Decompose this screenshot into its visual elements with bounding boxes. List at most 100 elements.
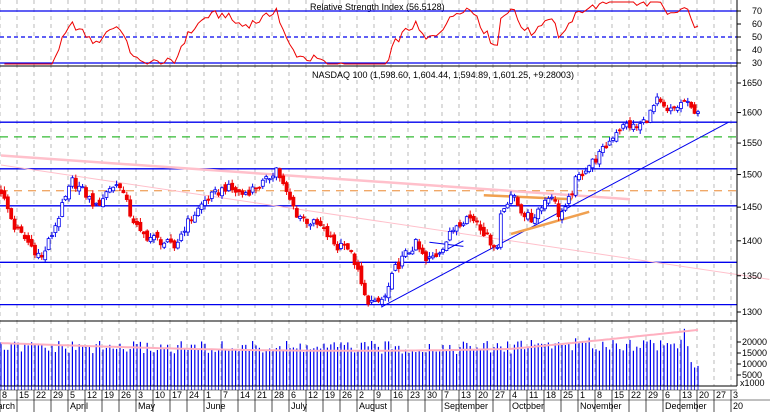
- candle-down: [90, 193, 95, 207]
- candle-up: [464, 216, 469, 225]
- candle-up: [495, 247, 500, 249]
- candle-up: [560, 211, 564, 220]
- week-label: 22: [631, 390, 641, 400]
- week-label: 29: [53, 390, 63, 400]
- candle-down: [223, 184, 228, 192]
- week-label: 3: [733, 390, 738, 400]
- price-tick-label: 1550: [742, 138, 762, 148]
- candle-up: [679, 102, 683, 109]
- candle-up: [655, 96, 660, 105]
- week-label: 26: [342, 390, 352, 400]
- week-label: 17: [172, 390, 182, 400]
- candle-down: [233, 187, 238, 193]
- week-label: 25: [563, 390, 573, 400]
- candle-down: [9, 208, 14, 220]
- candle-up: [226, 183, 231, 192]
- candle-down: [5, 196, 10, 210]
- candle-up: [203, 199, 207, 206]
- candle-down: [22, 234, 27, 240]
- week-label: 16: [393, 390, 403, 400]
- candle-down: [349, 250, 354, 252]
- candle-down: [118, 183, 122, 189]
- candle-up: [403, 250, 408, 257]
- candle-down: [29, 238, 34, 247]
- week-label: 10: [155, 390, 165, 400]
- candle-down: [519, 204, 524, 214]
- candle-down: [645, 120, 649, 124]
- candle-up: [410, 250, 415, 255]
- candle-down: [257, 186, 262, 189]
- month-label: May: [138, 401, 156, 411]
- candle-down: [294, 208, 299, 218]
- candle-up: [583, 170, 588, 174]
- candle-down: [305, 218, 309, 224]
- candle-up: [563, 206, 568, 211]
- candle-down: [291, 196, 296, 207]
- candle-up: [631, 123, 636, 130]
- candle-up: [56, 218, 61, 228]
- candle-up: [614, 132, 619, 142]
- week-label: 15: [19, 390, 29, 400]
- candle-down: [424, 251, 428, 262]
- candle-down: [604, 145, 609, 149]
- candle-down: [39, 255, 44, 258]
- candle-up: [243, 192, 248, 195]
- candle-down: [570, 193, 575, 196]
- candle-down: [458, 222, 462, 227]
- candle-down: [172, 240, 177, 249]
- week-label: 14: [240, 390, 250, 400]
- price-tick-label: 1650: [742, 78, 762, 88]
- candle-up: [369, 300, 374, 303]
- week-label: 8: [597, 390, 602, 400]
- candle-up: [67, 185, 71, 200]
- candle-down: [672, 106, 677, 109]
- week-label: 20: [699, 390, 709, 400]
- week-label: 4: [512, 390, 517, 400]
- trend-line: [0, 154, 631, 201]
- candle-up: [53, 225, 58, 233]
- month-label: October: [512, 401, 544, 411]
- candle-up: [600, 146, 605, 153]
- candle-up: [182, 230, 187, 233]
- candle-up: [260, 179, 265, 187]
- rsi-tick-label: 60: [752, 19, 762, 29]
- volume-unit-label: x1000: [740, 378, 765, 388]
- candle-up: [162, 242, 167, 248]
- candle-up: [63, 195, 68, 201]
- candle-up: [94, 202, 99, 205]
- candle-up: [590, 158, 595, 169]
- candle-up: [220, 187, 224, 197]
- candle-down: [230, 182, 235, 191]
- candle-up: [413, 239, 418, 251]
- week-label: 12: [308, 390, 318, 400]
- candle-down: [325, 226, 330, 238]
- candle-down: [665, 107, 670, 112]
- candle-down: [328, 235, 333, 238]
- candle-up: [437, 252, 442, 255]
- candle-down: [471, 215, 476, 222]
- candle-up: [70, 177, 75, 187]
- candle-down: [189, 219, 194, 222]
- candle-up: [638, 123, 643, 131]
- month-label: June: [206, 401, 226, 411]
- month-label: August: [359, 401, 388, 411]
- candle-up: [386, 286, 391, 299]
- candle-down: [553, 199, 558, 202]
- trend-line: [0, 164, 770, 280]
- candle-down: [580, 173, 585, 177]
- candle-down: [434, 253, 439, 257]
- week-label: 13: [682, 390, 692, 400]
- candle-down: [478, 224, 483, 231]
- week-label: 27: [716, 390, 726, 400]
- candle-down: [556, 203, 561, 218]
- candle-up: [651, 105, 656, 113]
- candle-up: [250, 186, 255, 193]
- month-label: September: [444, 401, 488, 411]
- candle-down: [658, 98, 663, 103]
- week-label: 1: [206, 390, 211, 400]
- week-label: 19: [104, 390, 114, 400]
- candle-up: [46, 238, 51, 250]
- price-tick-label: 1400: [742, 236, 762, 246]
- candle-down: [33, 244, 37, 256]
- candle-down: [318, 220, 323, 227]
